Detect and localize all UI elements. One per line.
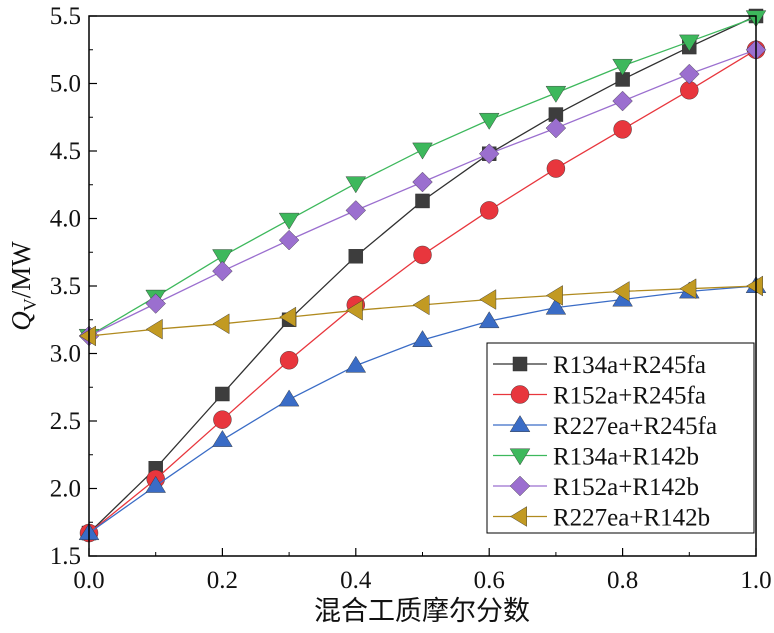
data-point (546, 285, 563, 306)
data-point (278, 389, 300, 407)
data-point (345, 200, 366, 221)
data-point (546, 159, 566, 178)
y-tick-label: 3.0 (50, 341, 81, 368)
x-axis-title: 混合工质摩尔分数 (314, 596, 530, 626)
legend-label: R152a+R245fa (553, 383, 706, 410)
legend-item: R152a+R142b (493, 474, 699, 501)
data-point (79, 325, 96, 347)
data-point (412, 294, 430, 316)
data-point (212, 430, 233, 447)
y-axis-title: QV/MW (6, 241, 40, 331)
data-point (478, 112, 500, 130)
data-point (412, 330, 433, 347)
legend-swatch-marker (510, 385, 530, 404)
data-point (345, 176, 367, 194)
legend-swatch-marker (512, 356, 528, 372)
y-tick-label: 2.5 (50, 408, 81, 435)
legend-swatch-marker (509, 475, 531, 497)
data-point (145, 475, 166, 493)
data-point (478, 311, 500, 329)
data-point (545, 85, 567, 103)
y-axis-title-unit: /MW (6, 241, 36, 299)
data-point (212, 249, 233, 267)
legend-swatch-marker (509, 415, 531, 432)
legend-swatch-marker (509, 448, 531, 466)
legend-swatch-marker (510, 506, 527, 527)
data-point (415, 193, 430, 209)
y-tick-label: 5.5 (50, 3, 81, 30)
data-point (215, 386, 230, 402)
data-point (679, 278, 697, 299)
series-4 (78, 39, 767, 347)
data-point (145, 293, 166, 314)
data-point (412, 171, 433, 193)
x-tick-label: 0.8 (607, 567, 638, 594)
data-point (612, 90, 633, 112)
legend-item: R227ea+R245fa (493, 413, 717, 440)
data-point (213, 410, 232, 429)
data-point (479, 289, 497, 310)
data-point (679, 63, 700, 85)
data-point (278, 229, 300, 251)
data-point (679, 34, 700, 52)
data-point (612, 59, 633, 76)
data-point (412, 142, 433, 160)
legend-item: R134a+R245fa (493, 352, 706, 379)
legend-label: R152a+R142b (553, 474, 699, 501)
y-tick-label: 3.5 (50, 273, 81, 300)
data-point (612, 281, 630, 302)
data-point (746, 275, 763, 297)
x-tick-label: 0.2 (207, 567, 238, 594)
x-tick-label: 0.4 (340, 567, 372, 594)
series-5 (79, 275, 763, 347)
data-point (145, 318, 163, 340)
x-tick-label: 0.0 (73, 567, 104, 594)
y-tick-label: 5.0 (50, 71, 81, 98)
y-tick-label: 4.5 (50, 138, 81, 165)
legend-item: R227ea+R142b (493, 505, 710, 532)
data-point (345, 300, 363, 321)
y-axis-title-subscript: V (20, 298, 40, 311)
data-point (345, 355, 367, 373)
legend-label: R227ea+R142b (553, 505, 710, 532)
legend-label: R227ea+R245fa (553, 413, 717, 440)
legend: R134a+R245fa R152a+R245fa R227ea+R245fa R13… (486, 342, 755, 534)
data-point (479, 143, 500, 164)
data-point (545, 297, 567, 315)
data-point (348, 249, 364, 264)
data-point (279, 351, 299, 370)
y-axis-title-symbol: Q (6, 311, 36, 331)
data-point (545, 117, 567, 139)
data-point (480, 201, 499, 220)
data-point (279, 306, 297, 328)
x-tick-label: 1.0 (740, 567, 771, 594)
legend-label: R134a+R245fa (553, 352, 706, 379)
data-point (413, 245, 432, 265)
legend-item: R134a+R142b (493, 444, 699, 471)
legend-label: R134a+R142b (553, 444, 699, 471)
legend-item: R152a+R245fa (493, 383, 706, 410)
x-tick-label: 0.6 (474, 567, 505, 594)
y-tick-label: 1.5 (50, 543, 81, 570)
data-point (212, 313, 230, 335)
data-point (212, 260, 233, 282)
y-tick-label: 2.0 (50, 476, 81, 503)
y-tick-label: 4.0 (50, 206, 81, 233)
data-point (278, 212, 300, 230)
plot-frame (88, 15, 757, 557)
data-point (613, 120, 632, 139)
x-tick-labels: 0.0 0.2 0.4 0.6 0.8 1.0 (73, 567, 771, 594)
y-tick-labels: 1.5 2.0 2.5 3.0 3.5 4.0 4.5 5.0 5.5 (50, 3, 81, 570)
legend-box (486, 342, 755, 534)
